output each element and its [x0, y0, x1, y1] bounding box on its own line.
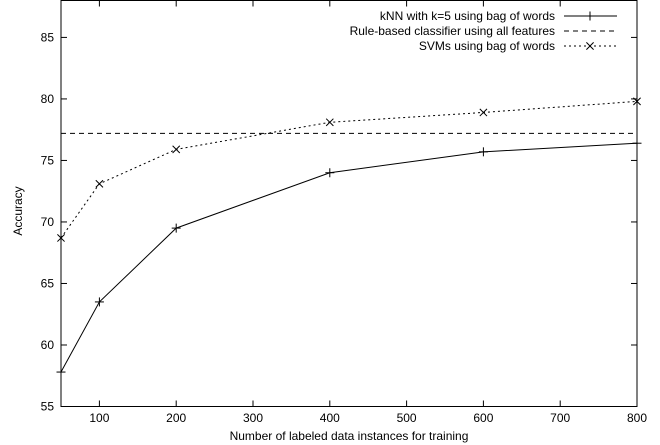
series-2-point-b: [325, 118, 334, 127]
series-2-point-b: [479, 108, 488, 117]
x-tick-label: 100: [89, 411, 109, 425]
legend: kNN with k=5 using bag of wordsRule-base…: [350, 9, 617, 53]
legend-marker-2-b: [586, 42, 594, 50]
series-line-0: [60, 142, 638, 373]
plot-frame: [60, 0, 638, 407]
x-axis-label: Number of labeled data instances for tra…: [230, 429, 469, 443]
series-0-point: [478, 147, 488, 157]
y-tick-label: 85: [41, 30, 55, 44]
series-2-point: [95, 179, 104, 188]
x-tick-label: 800: [627, 411, 647, 425]
series-line-2: [60, 100, 638, 239]
series-0-point: [325, 168, 335, 178]
plot-layer: [56, 97, 642, 377]
series-2-point: [479, 108, 488, 117]
x-tick-label: 300: [243, 411, 263, 425]
legend-label-2: SVMs using bag of words: [419, 39, 555, 53]
y-tick-label: 65: [41, 276, 55, 290]
y-tick-label: 75: [41, 153, 55, 167]
y-axis-label: Accuracy: [11, 186, 25, 235]
series-2-point-b: [172, 145, 181, 154]
series-0-point: [171, 223, 181, 233]
y-tick-label: 60: [41, 338, 55, 352]
series-2-point: [172, 145, 181, 154]
x-tick-label: 700: [550, 411, 570, 425]
x-axis-ticks: 100 200 300 400 500 600 700 800: [89, 0, 647, 425]
legend-marker-0: [585, 11, 595, 21]
series-2-point: [325, 118, 334, 127]
y-tick-label: 70: [41, 215, 55, 229]
y-tick-label: 80: [41, 92, 55, 106]
x-tick-label: 200: [166, 411, 186, 425]
y-axis-ticks: 55 60 65 70 75 80 85: [41, 30, 637, 414]
x-tick-label: 500: [397, 411, 417, 425]
legend-marker-2: [586, 42, 594, 50]
series-2-point-b: [95, 179, 104, 188]
x-tick-label: 400: [320, 411, 340, 425]
x-tick-label: 600: [473, 411, 493, 425]
legend-label-1: Rule-based classifier using all features: [350, 24, 555, 38]
series-0-point: [94, 297, 104, 307]
y-tick-label: 55: [41, 400, 55, 414]
legend-label-0: kNN with k=5 using bag of words: [380, 9, 555, 23]
